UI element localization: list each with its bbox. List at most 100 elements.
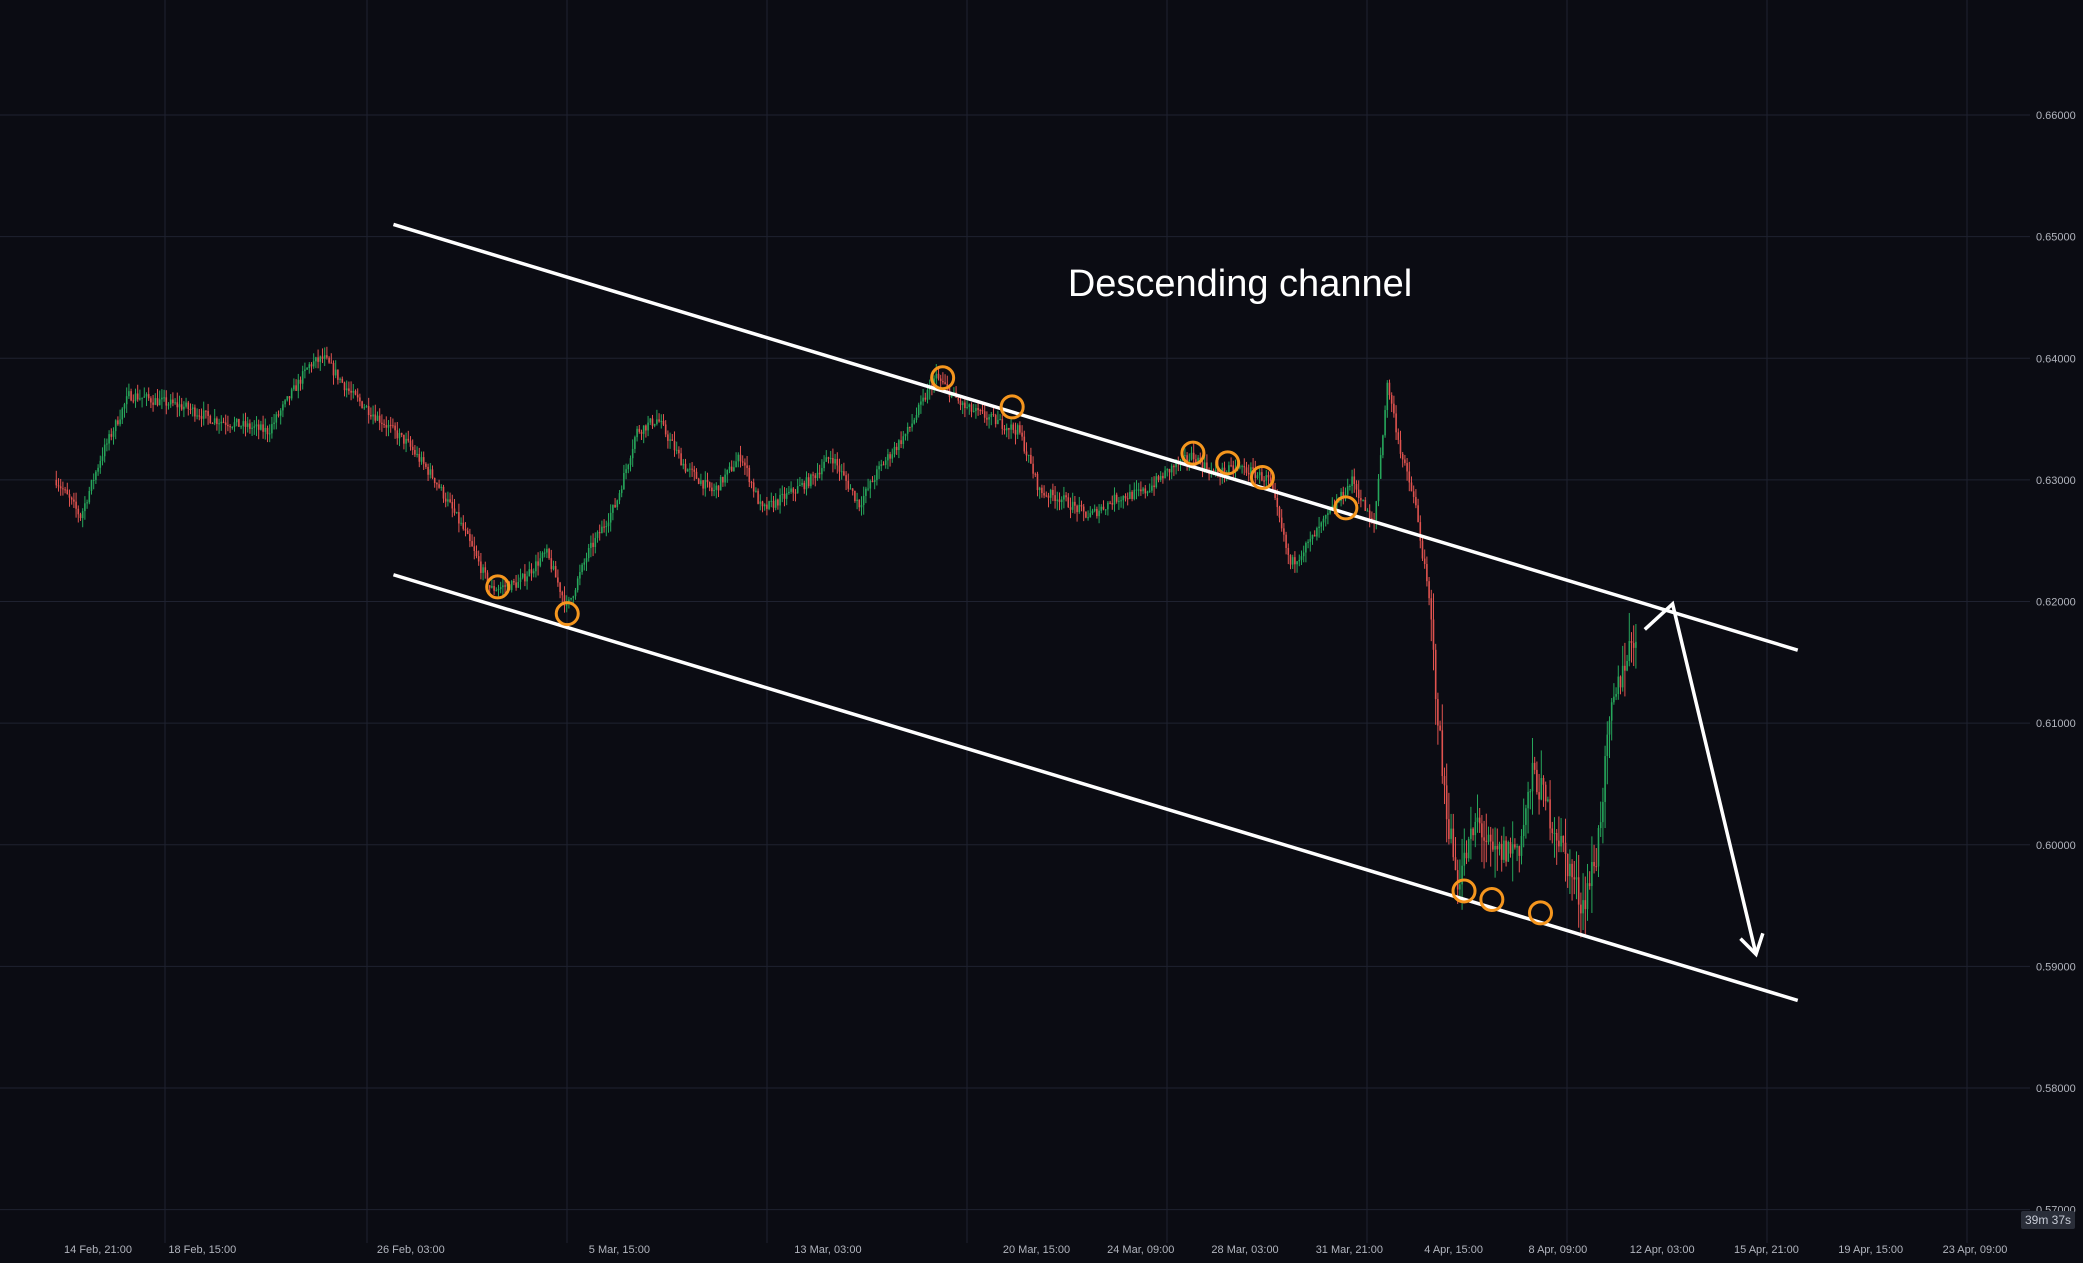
candle-body: [253, 426, 256, 428]
candle-body: [205, 410, 207, 412]
candle-body: [917, 404, 920, 416]
candle-body: [713, 489, 715, 492]
candle-body: [946, 383, 949, 388]
candle-body: [231, 426, 234, 428]
candle-body: [1269, 477, 1272, 482]
candle-body: [801, 482, 803, 486]
candle-body: [108, 434, 110, 444]
candle-body: [735, 461, 737, 468]
candle-body: [398, 433, 401, 439]
candle-body: [1461, 865, 1463, 885]
y-tick-label: 0.62000: [2036, 597, 2076, 609]
candle-body: [873, 480, 876, 482]
candle-body: [579, 572, 581, 579]
candle-body: [1426, 564, 1428, 582]
candle-body: [717, 485, 720, 491]
candle-body: [183, 406, 185, 410]
candle-body: [1571, 863, 1573, 878]
candle-body: [1151, 485, 1153, 491]
y-tick-label: 0.60000: [2036, 840, 2076, 852]
candle-body: [744, 462, 746, 466]
candle-body: [838, 465, 841, 472]
candle-body: [132, 400, 135, 402]
x-tick-label: 20 Mar, 15:00: [1003, 1244, 1070, 1256]
candle-body: [994, 415, 997, 425]
candle-body: [1041, 487, 1043, 494]
candle-body: [1483, 837, 1485, 841]
candle-body: [526, 576, 528, 582]
candle-body: [1560, 835, 1562, 847]
candle-body: [1465, 852, 1468, 859]
candle-body: [700, 480, 702, 484]
candle-body: [627, 464, 630, 470]
candle-body: [1254, 468, 1257, 478]
candle-body: [510, 581, 513, 591]
projection-arrow-head: [1739, 932, 1765, 958]
candle-body: [455, 512, 458, 514]
candle-body: [1377, 478, 1380, 502]
candle-body: [394, 425, 396, 431]
candle-body: [583, 562, 586, 565]
candle-body: [733, 467, 735, 472]
candle-body: [1613, 696, 1615, 703]
time-axis[interactable]: 14 Feb, 21:00 18 Feb, 15:00 26 Feb, 03:00 5…: [64, 1244, 2007, 1256]
candle-body: [1232, 465, 1235, 472]
candle-body: [172, 399, 174, 403]
candle-body: [814, 475, 817, 479]
candle-body: [836, 458, 839, 466]
candle-body: [62, 488, 64, 490]
candle-body: [1509, 842, 1512, 854]
candle-body: [1615, 694, 1617, 697]
candle-body: [1157, 476, 1160, 480]
candle-body: [1505, 840, 1507, 862]
candle-body: [156, 398, 159, 406]
candle-body: [279, 410, 282, 416]
candle-body: [99, 460, 102, 468]
candle-body: [1472, 828, 1474, 836]
candle-body: [1078, 504, 1081, 513]
candle-body: [304, 369, 306, 372]
candle-body: [719, 477, 722, 491]
candle-body: [631, 448, 634, 459]
candle-body: [1610, 702, 1613, 721]
candle-body: [1555, 832, 1558, 841]
candle-body: [825, 457, 828, 462]
candle-body: [1399, 439, 1402, 454]
candle-body: [1296, 561, 1298, 565]
candle-body: [497, 589, 500, 591]
price-axis[interactable]: 0.66000 0.65000 0.64000 0.63000 0.62000 0.610…: [2036, 110, 2076, 1217]
candle-body: [462, 522, 465, 529]
candle-body: [926, 389, 929, 400]
candle-body: [1397, 432, 1400, 440]
candle-body: [653, 424, 656, 426]
candle-body: [576, 578, 579, 591]
candle-body: [834, 458, 836, 464]
candle-body: [537, 561, 539, 566]
candle-body: [609, 512, 612, 523]
candle-body: [293, 385, 295, 390]
candle-body: [75, 501, 77, 509]
candle-body: [695, 471, 698, 479]
candle-body: [207, 411, 209, 416]
x-tick-label: 24 Mar, 09:00: [1107, 1244, 1174, 1256]
candle-body: [350, 390, 352, 393]
projection-arrow: [1643, 600, 1758, 955]
candle-body: [240, 426, 242, 428]
candle-body: [1146, 491, 1149, 494]
candle-body: [411, 446, 414, 450]
candle-body: [541, 552, 544, 559]
candle-body: [1327, 513, 1329, 515]
candle-body: [1516, 846, 1518, 848]
candle-body: [458, 512, 460, 524]
candle-body: [1069, 507, 1072, 510]
touch-point-marker: [485, 574, 511, 600]
candle-body: [315, 357, 317, 362]
candle-body: [570, 597, 572, 600]
candle-body: [460, 522, 462, 524]
candle-body: [1109, 502, 1111, 504]
candle-body: [1553, 832, 1556, 834]
candle-body: [816, 472, 819, 479]
touch-point-marker: [1215, 450, 1241, 476]
candle-body: [374, 414, 377, 421]
